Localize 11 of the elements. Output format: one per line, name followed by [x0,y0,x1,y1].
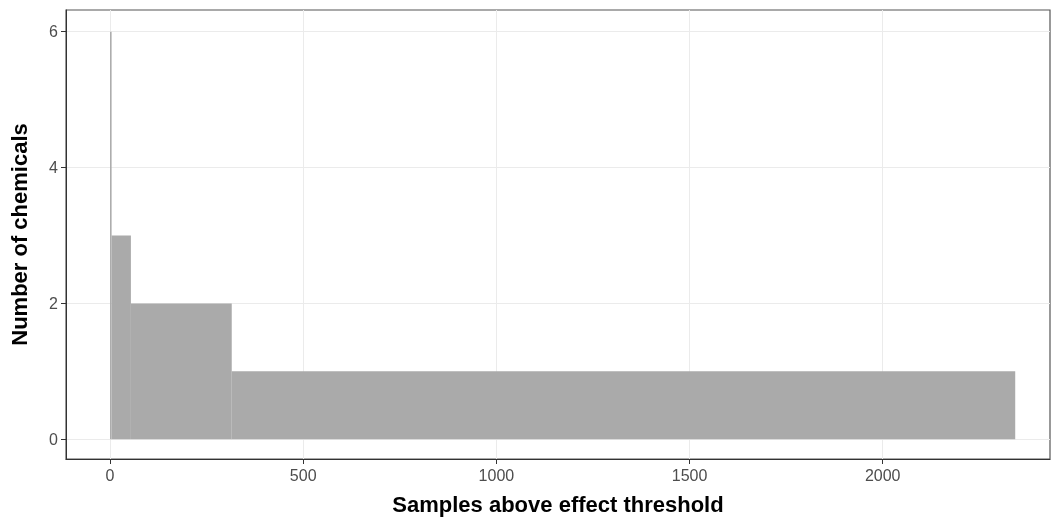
x-axis-title: Samples above effect threshold [392,491,724,517]
y-axis-title: Number of chemicals [6,123,32,346]
x-tick-label: 2000 [864,466,901,484]
x-tick-label: 1500 [671,466,708,484]
y-tick-label: 2 [49,294,59,312]
x-tick-label: 0 [105,466,115,484]
x-tick-label: 500 [289,466,317,484]
x-tick-label: 1000 [478,466,515,484]
y-tick-label: 4 [49,159,59,177]
y-tick-label: 6 [49,23,59,41]
y-tick-label: 0 [49,430,59,448]
